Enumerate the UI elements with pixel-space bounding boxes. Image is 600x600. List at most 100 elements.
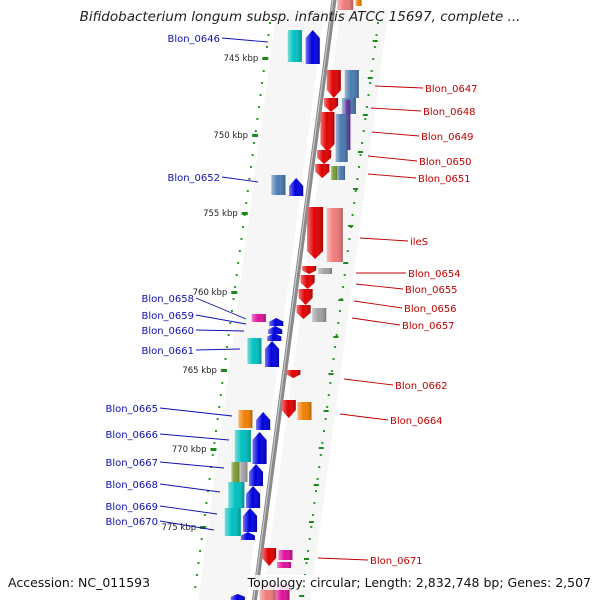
gene-0662-red[interactable]: [286, 370, 301, 378]
genome-summary-text: Topology: circular; Length: 2,832,748 bp…: [247, 575, 591, 590]
gene-label-right[interactable]: Blon_0647: [425, 84, 478, 95]
gene-bottom-blue[interactable]: [230, 594, 245, 600]
gene-label-left[interactable]: Blon_0670: [105, 517, 158, 528]
gene-label-right[interactable]: Blon_0655: [405, 285, 458, 296]
gene-0657-red[interactable]: [296, 305, 311, 319]
guide-dot: [308, 538, 311, 540]
gene-label-left[interactable]: Blon_0665: [105, 404, 158, 415]
guide-dot: [199, 550, 202, 552]
guide-dot: [351, 214, 354, 216]
gene-0651-steel[interactable]: [337, 166, 346, 180]
gene-label-right[interactable]: Blon_0664: [390, 416, 443, 427]
gene-0667-blue[interactable]: [249, 464, 264, 486]
guide-dot: [342, 286, 345, 288]
leader-line: [339, 413, 389, 421]
gene-0656-red[interactable]: [298, 289, 313, 305]
gene-0668-blue[interactable]: [246, 486, 261, 508]
gene-label-left[interactable]: Blon_0646: [167, 34, 220, 45]
gene-label-right[interactable]: Blon_0651: [418, 174, 471, 185]
gene-0649-steel[interactable]: [335, 114, 348, 162]
gene-0667-gray[interactable]: [239, 462, 248, 482]
gene-0659-blue[interactable]: [269, 318, 284, 326]
gene-label-right[interactable]: Blon_0657: [402, 321, 455, 332]
gene-0652-blue[interactable]: [289, 178, 304, 196]
label-leader-lines: [159, 37, 424, 561]
guide-dot: [318, 466, 321, 468]
gene-0666-cyan[interactable]: [234, 430, 251, 462]
gene-label-left[interactable]: Blon_0660: [141, 326, 194, 337]
gene-label-right[interactable]: ileS: [410, 237, 428, 248]
gene-label-right[interactable]: Blon_0654: [408, 269, 461, 280]
gene-0664-red[interactable]: [281, 400, 296, 418]
gene-0654-red[interactable]: [302, 266, 317, 274]
gene-0671-red[interactable]: [262, 548, 277, 566]
gene-label-right[interactable]: Blon_0671: [370, 556, 423, 567]
gene-0651-olive[interactable]: [331, 166, 338, 180]
minor-tick: [328, 373, 334, 375]
gene-label-left[interactable]: Blon_0667: [105, 458, 158, 469]
gene-0651-red[interactable]: [315, 164, 330, 178]
gene-ileS-red[interactable]: [307, 207, 324, 259]
guide-dot: [251, 154, 254, 156]
gene-0649-red[interactable]: [320, 112, 335, 152]
gene-top-orange[interactable]: [355, 0, 362, 6]
gene-label-left[interactable]: Blon_0669: [105, 502, 158, 513]
gene-label-right[interactable]: Blon_0648: [423, 107, 476, 118]
guide-dot: [321, 442, 324, 444]
gene-ileS-salmon[interactable]: [326, 208, 343, 262]
gene-label-right[interactable]: Blon_0656: [404, 304, 457, 315]
minor-tick: [333, 336, 339, 338]
gene-top-salmon[interactable]: [337, 0, 354, 10]
gene-0646-cyan[interactable]: [287, 30, 302, 62]
gene-label-left[interactable]: Blon_0666: [105, 430, 158, 441]
gene-0665-orange[interactable]: [238, 410, 253, 428]
leader-line: [159, 505, 218, 515]
gene-0668-cyan[interactable]: [228, 482, 245, 508]
gene-0660b-blue[interactable]: [267, 333, 282, 341]
gene-0669-cyan[interactable]: [224, 508, 241, 536]
gene-0661-cyan[interactable]: [247, 338, 262, 364]
gene-0664-orange[interactable]: [297, 402, 312, 420]
guide-dot: [307, 550, 310, 552]
guide-dot: [245, 202, 248, 204]
guide-dot: [200, 538, 203, 540]
gene-0654-gray[interactable]: [318, 268, 333, 274]
gene-0652-steel[interactable]: [271, 175, 286, 195]
gene-label-right[interactable]: Blon_0650: [419, 157, 472, 168]
guide-dot: [207, 490, 209, 492]
guide-dot: [375, 34, 378, 36]
gene-0671b-magenta[interactable]: [277, 562, 292, 568]
gene-0655-red[interactable]: [300, 275, 315, 289]
guide-dot: [358, 166, 360, 168]
gene-0647-steel[interactable]: [344, 70, 359, 98]
gene-0660-blue[interactable]: [268, 326, 283, 334]
gene-0670-blue[interactable]: [240, 532, 255, 540]
gene-label-right[interactable]: Blon_0662: [395, 381, 448, 392]
gene-0646-blue[interactable]: [305, 30, 320, 64]
guide-dot: [261, 82, 264, 84]
gene-0666-blue[interactable]: [252, 432, 267, 464]
minor-tick: [367, 77, 373, 79]
gene-label-left[interactable]: Blon_0659: [141, 311, 194, 322]
gene-0657-gray[interactable]: [312, 308, 327, 322]
gene-0667-olive[interactable]: [231, 462, 240, 482]
gene-0669-blue[interactable]: [243, 508, 258, 532]
gene-0650-red[interactable]: [317, 150, 332, 164]
gene-label-left[interactable]: Blon_0661: [141, 346, 194, 357]
gene-0671-magenta[interactable]: [278, 550, 293, 560]
gene-label-left[interactable]: Blon_0658: [141, 294, 194, 305]
gene-label-right[interactable]: Blon_0649: [421, 132, 474, 143]
guide-dot: [311, 514, 314, 516]
gene-0648-red[interactable]: [324, 98, 339, 112]
gene-label-left[interactable]: Blon_0652: [167, 173, 220, 184]
gene-0665-blue[interactable]: [256, 412, 271, 430]
guide-dot: [354, 190, 357, 192]
scale-tick: [252, 134, 259, 137]
gene-label-left[interactable]: Blon_0668: [105, 480, 158, 491]
gene-0661-blue[interactable]: [265, 341, 280, 367]
gene-features: [224, 0, 362, 600]
gene-0658-magenta[interactable]: [251, 314, 266, 322]
accession-text: Accession: NC_011593: [8, 575, 151, 590]
leader-line: [195, 329, 245, 332]
gene-0647-red[interactable]: [326, 70, 341, 98]
